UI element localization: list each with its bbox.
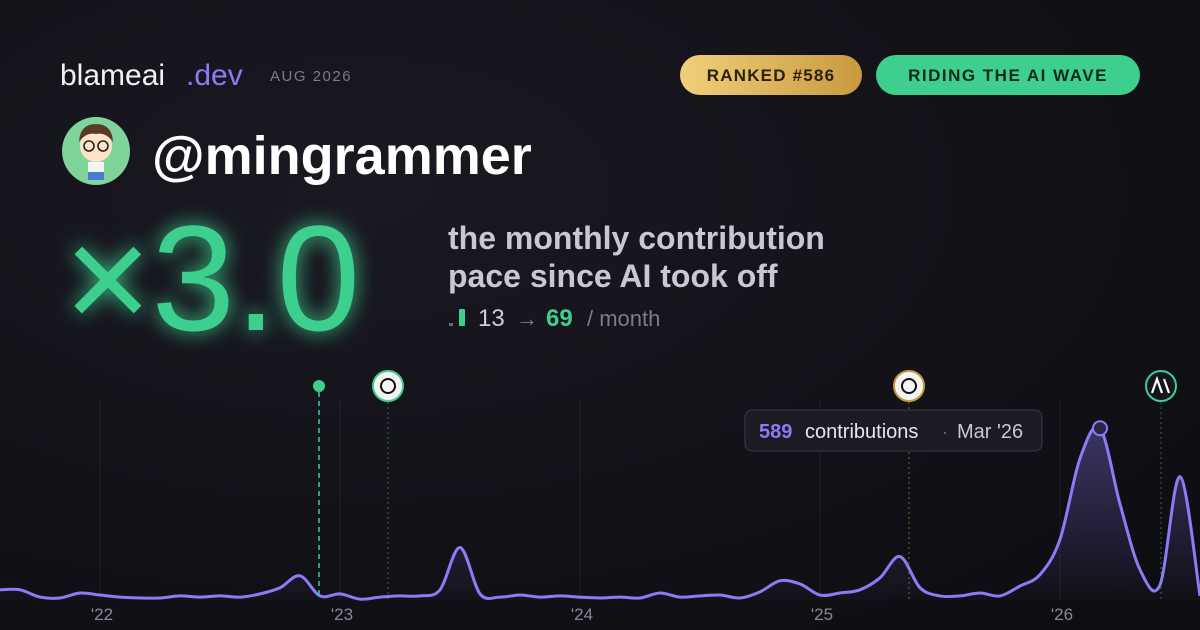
line xyxy=(0,425,1200,601)
status-badge xyxy=(876,55,1140,95)
brand-suffix: .dev xyxy=(186,59,243,92)
x-tick-label: '22 xyxy=(91,605,113,624)
pace-unit: / month xyxy=(587,306,660,331)
handle: @mingrammer xyxy=(152,126,532,186)
multiplier: ×3.0 xyxy=(64,194,360,362)
brand: blameai xyxy=(60,59,165,92)
x-tick-label: '23 xyxy=(331,605,353,624)
avatar xyxy=(62,117,130,185)
x-tick-label: '24 xyxy=(571,605,593,624)
pace-arrow: → xyxy=(516,306,538,331)
event-markers xyxy=(313,370,1177,600)
pace-after: 69 xyxy=(546,305,573,332)
rank-badge-text: RANKED #586 xyxy=(707,66,835,85)
x-tick-label: '25 xyxy=(811,605,833,624)
status-badge-text: RIDING THE AI WAVE xyxy=(908,66,1108,85)
caption-line-2: pace since AI took off xyxy=(448,258,778,294)
highlight-point xyxy=(1092,420,1108,437)
rank-badge xyxy=(680,55,862,95)
date: AUG 2026 xyxy=(270,68,352,85)
pace-icon-after xyxy=(459,309,465,326)
chart xyxy=(0,400,1200,601)
tooltip xyxy=(744,409,1043,452)
caption-line-1: the monthly contribution xyxy=(448,220,825,256)
x-tick-label: '26 xyxy=(1051,605,1073,624)
tooltip-value: 589 xyxy=(759,421,792,443)
tooltip-label: contributions xyxy=(805,421,918,443)
pace-icon-before xyxy=(449,323,453,326)
tooltip-separator: · xyxy=(942,422,948,442)
tooltip-date: Mar '26 xyxy=(957,421,1023,443)
pace-before: 13 xyxy=(478,305,505,332)
